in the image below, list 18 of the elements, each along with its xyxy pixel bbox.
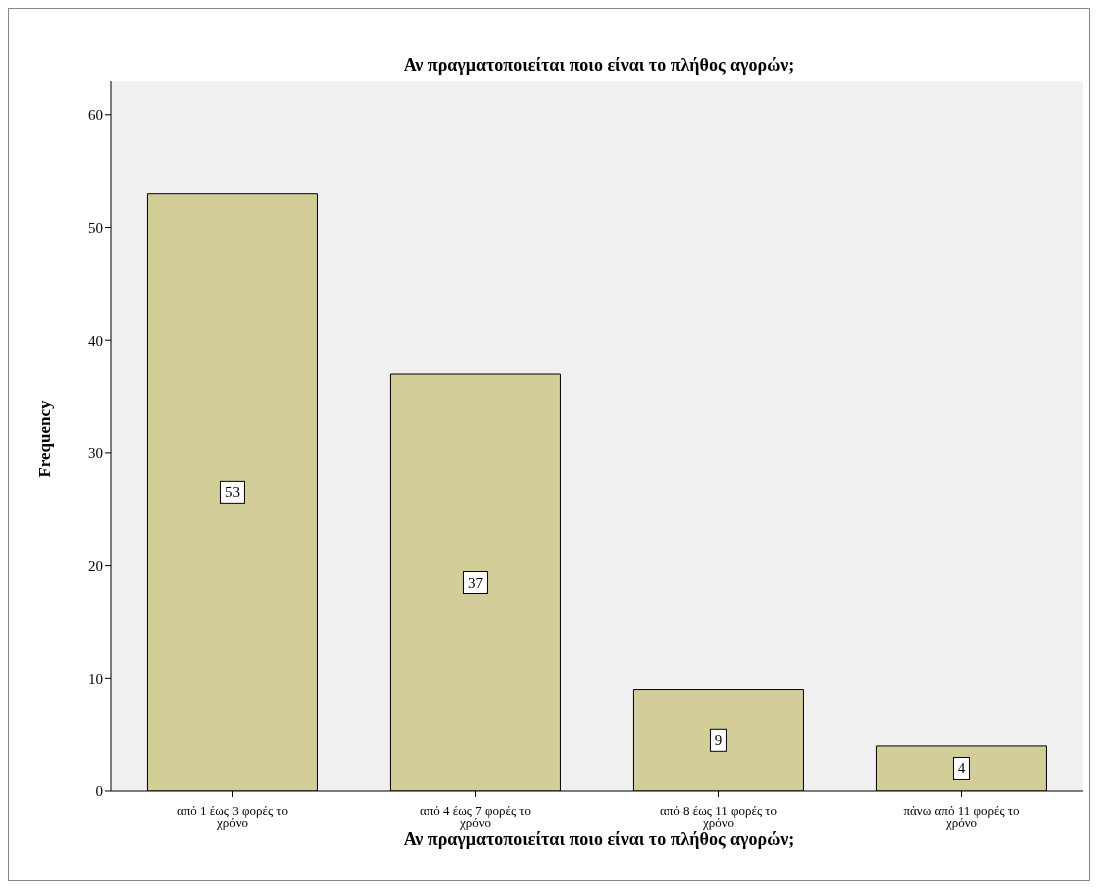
data-label: 4	[957, 760, 966, 777]
data-label: 53	[224, 484, 240, 501]
y-tick-label: 40	[88, 332, 103, 349]
y-tick-label: 60	[88, 107, 103, 124]
data-label: 37	[467, 574, 484, 591]
chart-title: Αν πραγματοποιείται ποιο είναι το πλήθος αγορών;	[402, 55, 796, 76]
y-tick-label: 20	[88, 557, 103, 574]
y-tick-label: 50	[88, 219, 103, 236]
y-tick-label: 10	[88, 670, 103, 687]
y-axis-title: Frequency	[35, 400, 55, 478]
y-tick-label: 30	[88, 445, 103, 462]
x-tick-label: από 8 έως 11 φορές το χρόνο	[659, 803, 778, 830]
x-tick-label: πάνω από 11 φορές το χρόνο	[903, 803, 1020, 830]
x-axis-title: Αν πραγματοποιείται ποιο είναι το πλήθος αγορών;	[402, 829, 796, 850]
x-tick-label: από 4 έως 7 φορές το χρόνο	[419, 803, 532, 830]
x-tick-label: από 1 έως 3 φορές το χρόνο	[176, 803, 289, 830]
data-label: 9	[714, 732, 723, 749]
y-tick-label: 0	[95, 783, 103, 800]
